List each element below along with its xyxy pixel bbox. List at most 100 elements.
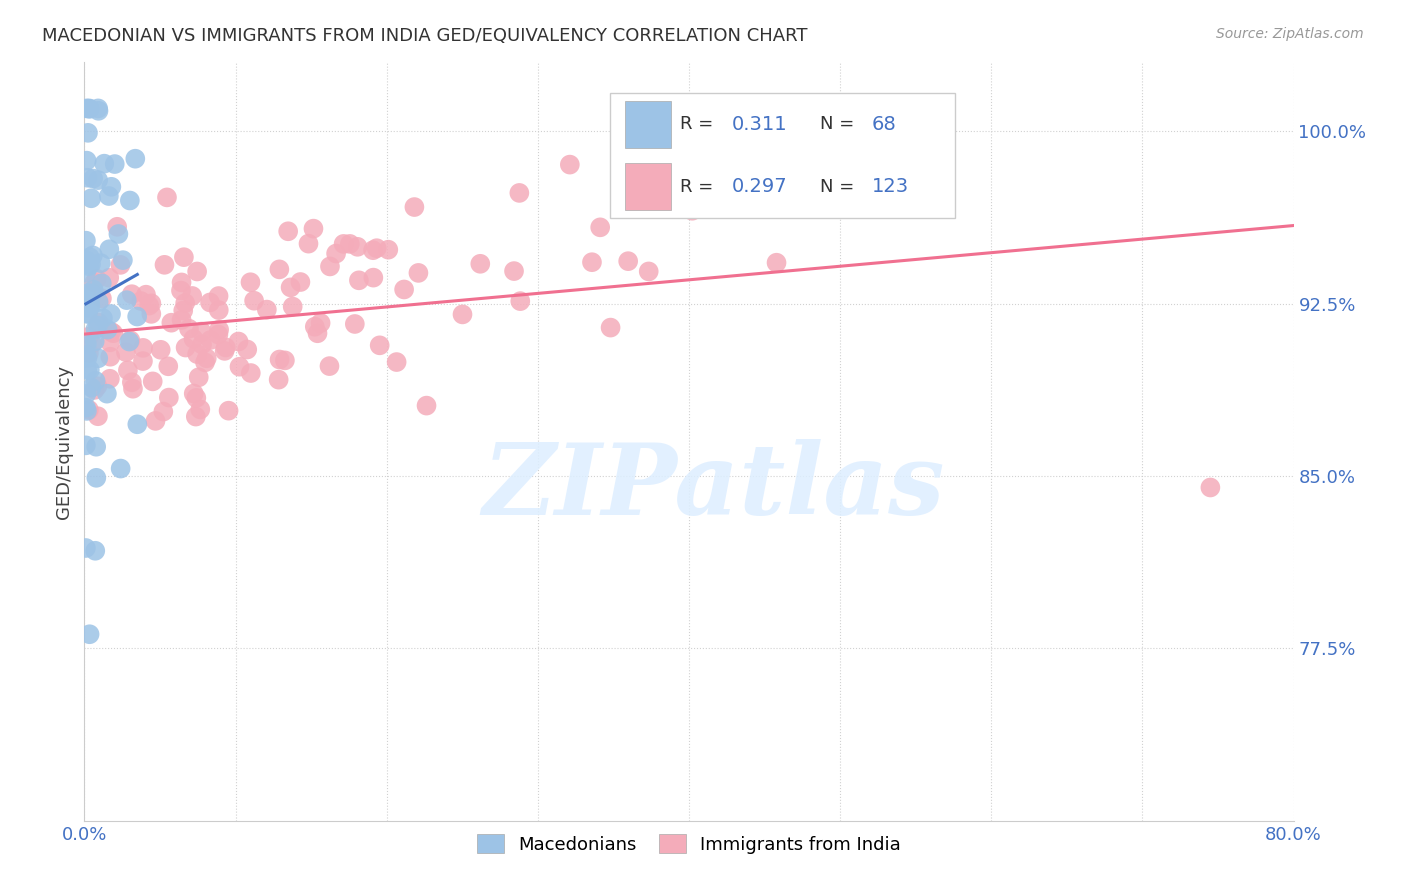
- Point: [228, 334, 250, 349]
- Point: [75, 401, 97, 415]
- Point: [90, 292, 112, 306]
- Point: [243, 293, 266, 308]
- Point: [118, 334, 141, 349]
- Point: [451, 307, 474, 321]
- Point: [79, 627, 101, 641]
- Point: [87, 316, 110, 330]
- Point: [392, 283, 415, 297]
- Point: [132, 354, 155, 368]
- Point: [87, 295, 110, 310]
- Point: [79, 301, 101, 315]
- Point: [87, 173, 110, 187]
- Point: [77, 346, 100, 360]
- Point: [377, 243, 399, 257]
- Point: [104, 157, 127, 171]
- Point: [599, 320, 621, 334]
- Text: 68: 68: [872, 114, 896, 134]
- Point: [77, 329, 100, 343]
- Point: [332, 236, 354, 251]
- Point: [110, 258, 132, 272]
- Point: [100, 325, 122, 339]
- Point: [118, 194, 141, 208]
- Point: [239, 366, 262, 380]
- Point: [408, 266, 430, 280]
- Point: [208, 303, 231, 318]
- Point: [188, 402, 211, 417]
- Point: [98, 335, 121, 350]
- Point: [76, 307, 98, 321]
- Point: [236, 343, 259, 357]
- Point: [589, 220, 612, 235]
- Point: [76, 307, 98, 321]
- Point: [191, 337, 214, 351]
- Point: [75, 266, 97, 280]
- Point: [76, 153, 98, 168]
- Point: [87, 103, 110, 118]
- Point: [83, 276, 105, 290]
- Point: [177, 322, 200, 336]
- Point: [84, 322, 107, 336]
- Point: [290, 275, 312, 289]
- Point: [98, 270, 121, 285]
- Point: [76, 337, 98, 351]
- Point: [361, 243, 384, 257]
- Point: [86, 272, 108, 286]
- Text: N =: N =: [820, 178, 859, 195]
- Point: [90, 256, 112, 270]
- Point: [96, 386, 118, 401]
- Point: [100, 307, 122, 321]
- Point: [76, 170, 98, 185]
- Point: [80, 257, 103, 271]
- Point: [127, 310, 149, 324]
- Point: [76, 102, 98, 116]
- FancyBboxPatch shape: [624, 101, 671, 147]
- Point: [76, 351, 98, 365]
- Point: [184, 409, 207, 424]
- Text: 0.297: 0.297: [731, 178, 787, 196]
- Point: [75, 348, 97, 362]
- Point: [1199, 481, 1222, 495]
- Point: [98, 372, 121, 386]
- Point: [87, 102, 110, 116]
- Point: [120, 334, 142, 348]
- Point: [307, 326, 329, 341]
- Point: [83, 283, 105, 297]
- Point: [98, 242, 121, 256]
- Point: [77, 402, 100, 417]
- Point: [124, 152, 146, 166]
- Point: [267, 373, 290, 387]
- Point: [152, 404, 174, 418]
- Point: [84, 374, 107, 388]
- Point: [186, 391, 208, 405]
- Point: [190, 325, 212, 339]
- Point: [79, 250, 101, 264]
- Text: 123: 123: [872, 178, 908, 196]
- Point: [100, 179, 122, 194]
- Point: [172, 303, 194, 318]
- Point: [75, 257, 97, 271]
- Point: [174, 296, 197, 310]
- Point: [385, 355, 408, 369]
- Point: [98, 350, 121, 364]
- Point: [339, 236, 361, 251]
- Point: [160, 316, 183, 330]
- Point: [75, 541, 97, 555]
- Point: [138, 299, 160, 313]
- Point: [97, 189, 120, 203]
- Point: [325, 246, 347, 260]
- Text: 0.311: 0.311: [731, 114, 787, 134]
- Point: [366, 241, 388, 255]
- Point: [195, 351, 218, 366]
- Point: [84, 543, 107, 558]
- Point: [239, 275, 262, 289]
- Point: [107, 227, 129, 241]
- Point: [681, 203, 703, 218]
- Point: [186, 264, 208, 278]
- Point: [79, 295, 101, 310]
- Point: [200, 333, 222, 347]
- Point: [82, 248, 104, 262]
- FancyBboxPatch shape: [610, 93, 955, 218]
- Point: [214, 343, 236, 358]
- Point: [302, 221, 325, 235]
- Point: [183, 386, 205, 401]
